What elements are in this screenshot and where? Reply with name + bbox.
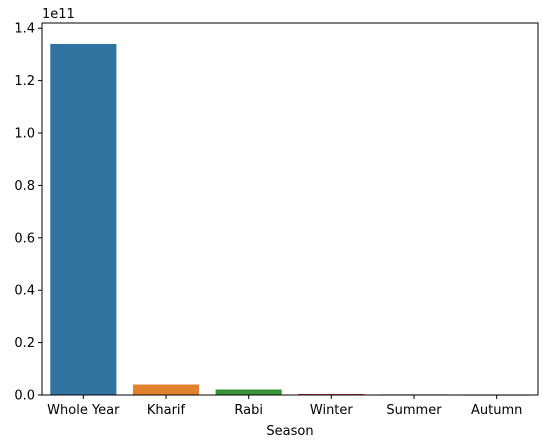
x-axis-label: Season [266, 424, 313, 439]
y-tick-label: 0.4 [14, 284, 35, 299]
x-tick-label: Kharif [147, 403, 186, 418]
x-tick-label: Whole Year [47, 403, 120, 418]
y-tick-label: 1.4 [14, 22, 35, 37]
y-tick-label: 0.0 [14, 389, 35, 404]
x-tick-label: Autumn [471, 403, 522, 418]
plot-frame [41, 22, 539, 396]
bars-group [50, 43, 530, 396]
y-tick-label: 1.2 [14, 74, 35, 89]
bar-rabi [215, 389, 282, 395]
x-tick-label: Rabi [234, 403, 263, 418]
y-tick-label: 0.8 [14, 179, 35, 194]
y-axis-offset-label: 1e11 [42, 7, 75, 22]
x-axis-ticks: Whole Year Kharif Rabi Winter Summer Autumn [47, 395, 522, 418]
x-tick-label: Summer [386, 403, 442, 418]
y-tick-label: 0.2 [14, 336, 35, 351]
bar-whole-year [50, 43, 117, 396]
x-tick-label: Winter [310, 403, 354, 418]
y-tick-label: 1.0 [14, 127, 35, 142]
bar-winter [298, 393, 365, 395]
y-axis-ticks: 0.0 0.2 0.4 0.6 0.8 1.0 1.2 1.4 [14, 22, 42, 404]
y-tick-label: 0.6 [14, 231, 35, 246]
bar-kharif [132, 384, 200, 395]
